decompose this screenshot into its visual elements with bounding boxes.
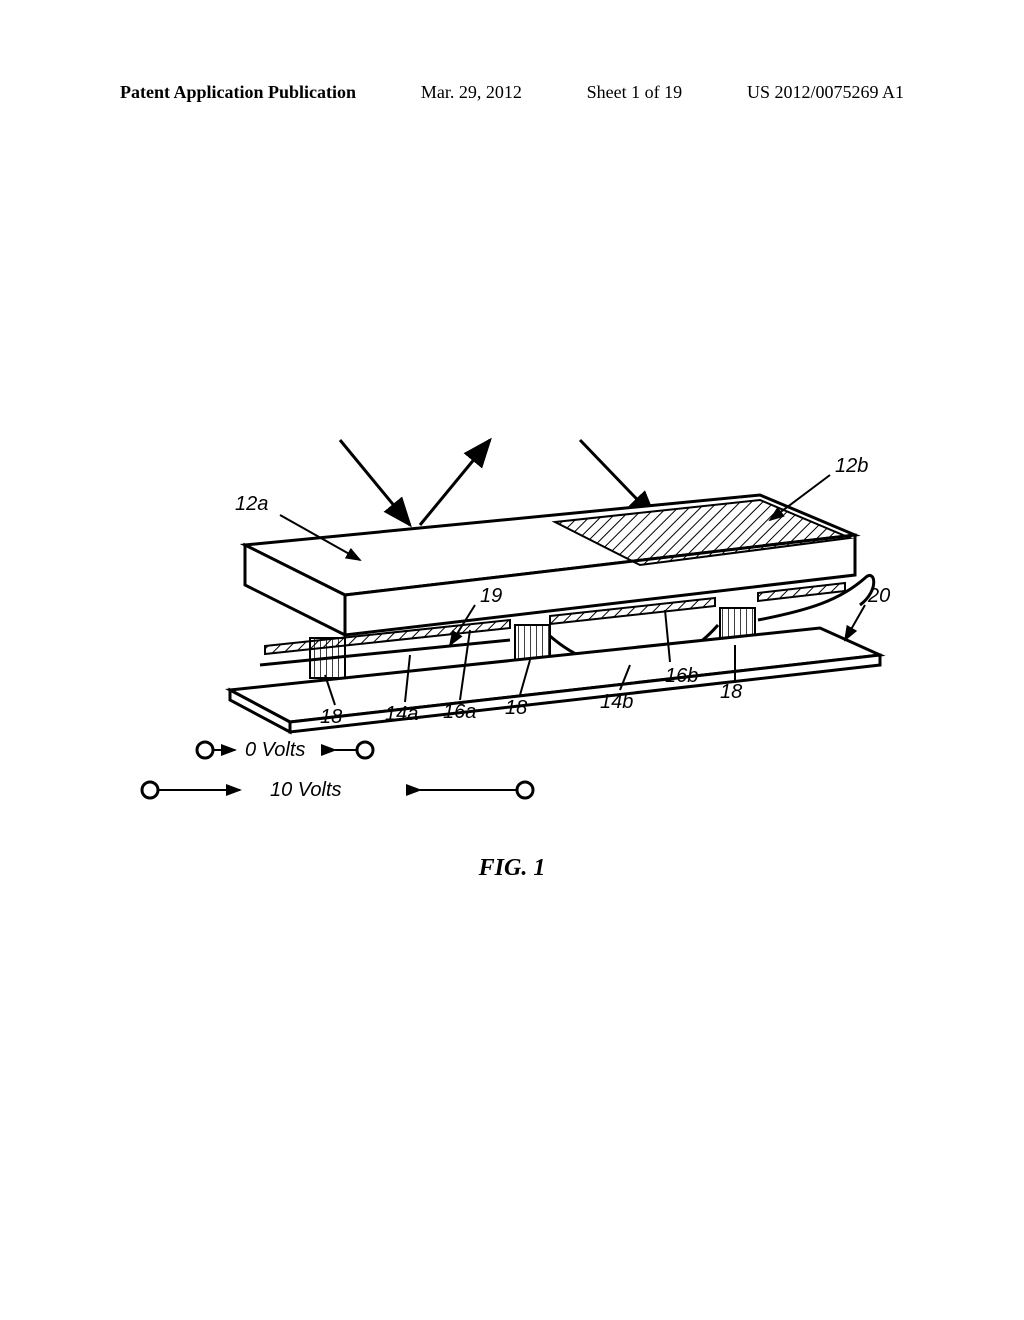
ref-16a: 16a (443, 701, 476, 723)
figure-caption: FIG. 1 (0, 855, 1024, 882)
figure-svg: 12a 12b 19 20 18 14a 16a 18 14b 16b 18 0… (110, 430, 890, 850)
publication-label: Patent Application Publication (120, 82, 356, 103)
publication-number: US 2012/0075269 A1 (747, 82, 904, 103)
ref-14b: 14b (600, 691, 633, 713)
ref-12a: 12a (235, 493, 268, 515)
ref-16b: 16b (665, 665, 698, 687)
sheet-number: Sheet 1 of 19 (587, 82, 682, 103)
voltage-labels: 0 Volts 10 Volts (245, 739, 342, 801)
ref-18-3: 18 (720, 681, 742, 703)
ref-14a: 14a (385, 703, 418, 725)
ref-20: 20 (867, 585, 890, 607)
publication-date: Mar. 29, 2012 (421, 82, 522, 103)
top-plate (245, 495, 855, 635)
figure-1: 12a 12b 19 20 18 14a 16a 18 14b 16b 18 0… (110, 430, 890, 850)
page-header: Patent Application Publication Mar. 29, … (120, 82, 904, 103)
ref-18-1: 18 (320, 706, 342, 728)
ref-19: 19 (480, 585, 502, 607)
label-0-volts: 0 Volts (245, 739, 305, 761)
ref-12b: 12b (835, 455, 868, 477)
ref-18-2: 18 (505, 697, 527, 719)
label-10-volts: 10 Volts (270, 779, 342, 801)
